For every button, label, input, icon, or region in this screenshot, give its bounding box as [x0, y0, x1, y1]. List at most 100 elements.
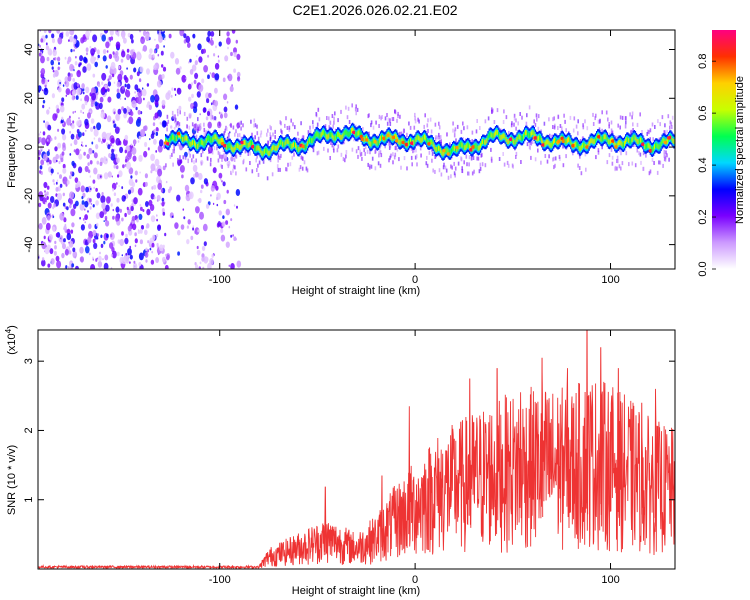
- spectrogram-halo-speck: [198, 124, 200, 129]
- spectrogram-halo-speck: [537, 114, 540, 119]
- spectrogram-noise-speck: [80, 256, 84, 263]
- spectrogram-noise-speck: [93, 125, 96, 130]
- spectrogram-band-cell: [233, 146, 236, 152]
- spectrogram-band-cell: [496, 129, 498, 135]
- spectrogram-halo-speck: [177, 121, 179, 125]
- spectrogram-halo-speck: [280, 153, 282, 158]
- spectrogram-noise-speck: [111, 250, 117, 259]
- spectrogram-band-cell: [188, 140, 191, 146]
- spectrogram-halo-speck: [366, 149, 369, 154]
- spectrogram-halo-speck: [410, 146, 413, 151]
- spectrogram-noise-speck: [153, 50, 157, 54]
- spectrogram-noise-speck: [57, 172, 59, 175]
- spectrogram-noise-speck: [105, 220, 110, 227]
- spectrogram-halo-speck: [284, 123, 286, 128]
- spectrogram-noise-speck: [97, 54, 100, 59]
- spectrogram-noise-speck: [87, 112, 91, 119]
- spectrogram-noise-speck: [113, 81, 116, 84]
- spectrogram-halo-speck: [476, 156, 478, 161]
- spectrogram-halo-speck: [333, 120, 335, 125]
- spectrogram-noise-speck: [127, 208, 132, 215]
- spectrogram-band-cell: [425, 135, 427, 141]
- spectrogram-halo-speck: [517, 121, 519, 126]
- spectrogram-noise-speck: [101, 202, 106, 210]
- spectrogram-noise-speck: [111, 73, 115, 78]
- spectrogram-band-cell: [345, 129, 347, 135]
- spectrogram-noise-speck: [115, 41, 121, 49]
- spectrogram-band-cell: [261, 151, 264, 157]
- spectrogram-halo-speck: [288, 125, 291, 130]
- spectrogram-noise-speck: [163, 45, 165, 48]
- spectrogram-noise-speck: [192, 160, 196, 165]
- spectrogram-noise-speck: [46, 161, 50, 166]
- spectrogram-halo-speck: [236, 124, 239, 129]
- spectrogram-noise-speck: [97, 260, 103, 268]
- spectrogram-band-cell: [289, 142, 292, 148]
- spectrogram-halo-speck: [222, 148, 225, 152]
- spectrogram-band-cell: [241, 143, 243, 149]
- spectrogram-noise-speck: [129, 33, 134, 40]
- spectrogram-noise-speck: [102, 55, 107, 62]
- spectrogram-noise-speck: [40, 159, 45, 166]
- spectrogram-band-cell: [479, 143, 482, 149]
- spectrogram-noise-speck: [127, 248, 132, 256]
- spectrogram-noise-speck: [126, 48, 130, 53]
- spectrogram-noise-speck: [104, 89, 108, 93]
- spectrogram-halo-speck: [625, 151, 628, 156]
- spectrogram-halo-speck: [374, 166, 377, 171]
- spectrogram-noise-speck: [169, 212, 174, 219]
- spectrogram-halo-speck: [508, 130, 510, 135]
- spectrogram-noise-speck: [83, 151, 86, 156]
- spectrogram-noise-speck: [69, 261, 72, 266]
- spectrogram-band-cell: [327, 134, 329, 140]
- spectrogram-band-cell: [418, 135, 420, 142]
- spectrogram-halo-speck: [379, 150, 382, 155]
- spectrogram-noise-speck: [52, 113, 58, 121]
- spectrogram-noise-speck: [150, 215, 156, 223]
- spectrogram-halo-speck: [651, 157, 654, 162]
- spectrogram-noise-speck: [41, 78, 46, 85]
- spectrogram-halo-speck: [419, 146, 422, 151]
- spectrogram-halo-speck: [355, 104, 357, 109]
- spectrogram-halo-speck: [316, 151, 319, 156]
- spectrogram-noise-speck: [182, 208, 185, 211]
- spectrogram-halo-speck: [426, 123, 429, 128]
- spectrogram-noise-speck: [186, 239, 190, 245]
- spectrogram-band-cell: [503, 133, 505, 139]
- spectrogram-band-cell: [247, 142, 250, 149]
- spectrogram-band-cell: [438, 145, 440, 151]
- spectrogram-noise-speck: [39, 131, 42, 134]
- spectrogram-noise-speck: [121, 254, 124, 257]
- spectrogram-halo-speck: [224, 128, 226, 133]
- spectrogram-noise-speck: [133, 67, 137, 73]
- spectrogram-y-tick-label: -40: [23, 237, 35, 253]
- spectrogram-noise-speck: [89, 206, 92, 210]
- spectrogram-noise-speck: [111, 175, 114, 178]
- spectrogram-noise-speck: [194, 227, 200, 235]
- spectrogram-halo-speck: [531, 140, 534, 144]
- spectrogram-halo-speck: [221, 154, 224, 159]
- spectrogram-halo-speck: [380, 153, 383, 158]
- spectrogram-band-cell: [554, 137, 556, 143]
- spectrogram-band-cell: [396, 134, 398, 140]
- spectrogram-band-cell: [245, 141, 247, 147]
- spectrogram-band-cell: [376, 141, 379, 147]
- spectrogram-halo-speck: [659, 122, 661, 127]
- spectrogram-noise-speck: [135, 106, 138, 111]
- spectrogram-band-cell: [170, 135, 172, 141]
- spectrogram-band-cell: [298, 146, 300, 153]
- snr-y-ticks: 123: [23, 358, 675, 503]
- spectrogram-band-cell: [672, 137, 674, 144]
- spectrogram-halo-speck: [398, 157, 400, 162]
- spectrogram-band-cell: [575, 141, 577, 147]
- spectrogram-noise-speck: [157, 144, 163, 153]
- spectrogram-noise-speck: [71, 160, 75, 167]
- spectrogram-noise-speck: [197, 229, 200, 233]
- spectrogram-halo-speck: [217, 158, 220, 163]
- spectrogram-noise-speck: [209, 72, 212, 75]
- spectrogram-halo-speck: [292, 122, 294, 127]
- spectrogram-band-cell: [435, 147, 438, 153]
- spectrogram-noise-speck: [75, 200, 79, 207]
- spectrogram-band-cell: [227, 143, 229, 150]
- spectrogram-noise-speck: [108, 153, 112, 158]
